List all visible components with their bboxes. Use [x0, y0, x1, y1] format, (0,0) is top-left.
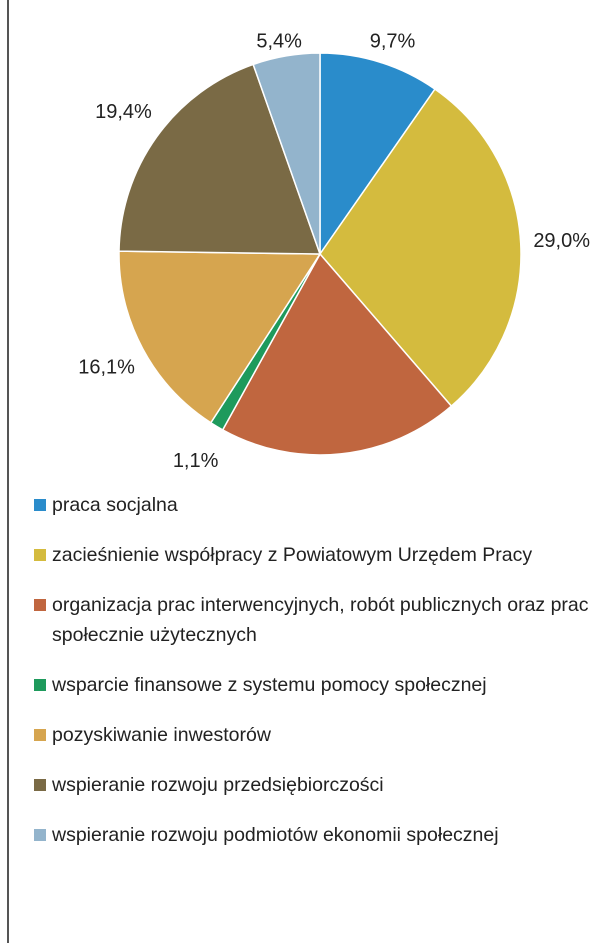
legend: praca socjalna zacieśnienie współpracy z …: [34, 490, 594, 870]
legend-label: wspieranie rozwoju przedsiębiorczości: [52, 774, 384, 796]
legend-label: pozyskiwanie inwestorów: [52, 724, 271, 746]
legend-item: pozyskiwanie inwestorów: [34, 720, 594, 750]
legend-label: zacieśnienie współpracy z Powiatowym Urz…: [52, 544, 533, 566]
data-label: 29,0%: [533, 230, 590, 252]
legend-item: organizacja prac interwencyjnych, robót …: [34, 590, 594, 650]
pie-slice: [118, 250, 322, 424]
legend-swatch: [34, 779, 46, 791]
legend-swatch: [34, 679, 46, 691]
legend-label: organizacja prac interwencyjnych, robót …: [52, 594, 589, 646]
legend-label: wspieranie rozwoju podmiotów ekonomii sp…: [52, 824, 499, 846]
legend-item: wsparcie finansowe z systemu pomocy społ…: [34, 670, 594, 700]
legend-swatch: [34, 729, 46, 741]
data-label: 9,7%: [370, 30, 416, 52]
chart: 9,7%29,0%19,4%1,1%16,1%19,4%5,4%: [7, 0, 590, 480]
legend-label: wsparcie finansowe z systemu pomocy społ…: [52, 674, 487, 696]
data-label: 5,4%: [256, 30, 302, 52]
pie-slice: [319, 88, 522, 408]
legend-swatch: [34, 829, 46, 841]
legend-swatch: [34, 599, 46, 611]
legend-swatch: [34, 549, 46, 561]
legend-label: praca socjalna: [52, 494, 178, 516]
data-label: 1,1%: [173, 450, 219, 472]
pie-slice: [221, 252, 453, 456]
pie-slice: [252, 52, 321, 255]
data-label: 16,1%: [78, 356, 135, 378]
data-label: 19,4%: [95, 101, 152, 123]
legend-item: zacieśnienie współpracy z Powiatowym Urz…: [34, 540, 594, 570]
legend-swatch: [34, 499, 46, 511]
legend-item: praca socjalna: [34, 490, 594, 520]
legend-item: wspieranie rozwoju podmiotów ekonomii sp…: [34, 820, 594, 850]
legend-item: wspieranie rozwoju przedsiębiorczości: [34, 770, 594, 800]
pie-slice: [319, 52, 437, 257]
